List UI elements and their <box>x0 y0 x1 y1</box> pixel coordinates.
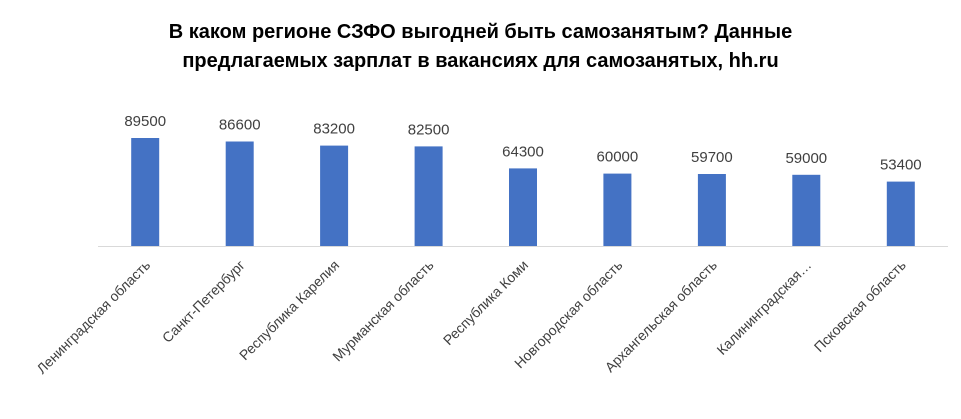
category-label: Новгородская область <box>511 257 625 371</box>
chart-title-line-1: В каком регионе СЗФО выгодней быть самоз… <box>168 21 793 43</box>
bar <box>509 168 537 246</box>
data-label: 64300 <box>502 143 544 160</box>
bar <box>131 138 160 246</box>
category-label: Республика Коми <box>440 257 531 348</box>
data-label: 83200 <box>313 121 355 138</box>
category-label: Архангельская область <box>602 257 720 375</box>
bar <box>792 174 821 246</box>
category-label: Мурманская область <box>329 257 437 365</box>
category-label: Псковская область <box>811 257 909 355</box>
data-label: 89500 <box>124 113 166 130</box>
bar <box>320 145 349 246</box>
category-label: Республика Карелия <box>236 257 342 363</box>
bar <box>886 181 915 246</box>
bar <box>697 174 726 246</box>
data-label: 53400 <box>880 157 922 174</box>
category-label: Калининградская… <box>713 257 814 358</box>
data-label: 82500 <box>408 121 450 138</box>
chart-title-line-2: предлагаемых зарплат в вакансиях для сам… <box>182 50 779 72</box>
category-label: Санкт-Петербург <box>159 257 248 346</box>
data-label: 86600 <box>219 117 261 134</box>
data-label: 60000 <box>597 149 639 166</box>
data-label: 59700 <box>691 149 733 166</box>
bar <box>414 146 443 246</box>
bar <box>225 141 254 246</box>
category-label: Ленинградская область <box>33 257 153 377</box>
data-label: 59000 <box>785 150 827 167</box>
bar <box>603 173 632 246</box>
